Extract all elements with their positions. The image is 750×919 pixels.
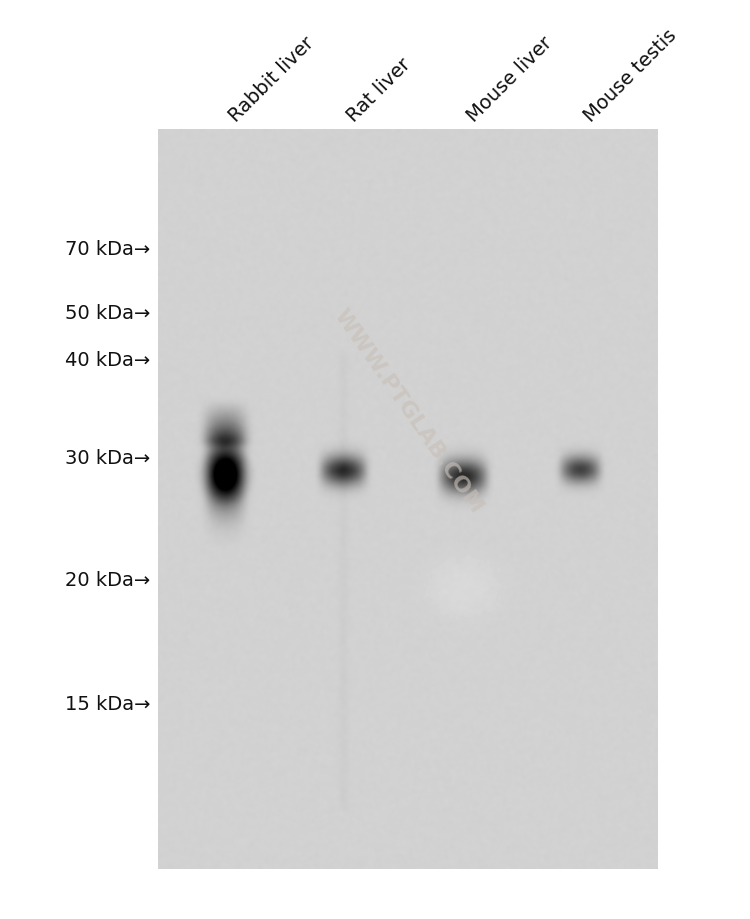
Text: WWW.PTGLAB.COM: WWW.PTGLAB.COM — [330, 305, 486, 516]
Text: 50 kDa→: 50 kDa→ — [65, 303, 151, 323]
Text: 40 kDa→: 40 kDa→ — [65, 351, 151, 370]
Text: Rat liver: Rat liver — [343, 54, 414, 125]
Text: Rabbit liver: Rabbit liver — [226, 33, 318, 125]
Text: Mouse testis: Mouse testis — [580, 26, 680, 125]
Text: Mouse liver: Mouse liver — [463, 33, 556, 125]
Text: 20 kDa→: 20 kDa→ — [65, 571, 151, 589]
Text: 30 kDa→: 30 kDa→ — [65, 448, 151, 468]
Text: 15 kDa→: 15 kDa→ — [65, 695, 151, 714]
Text: 70 kDa→: 70 kDa→ — [65, 240, 151, 259]
